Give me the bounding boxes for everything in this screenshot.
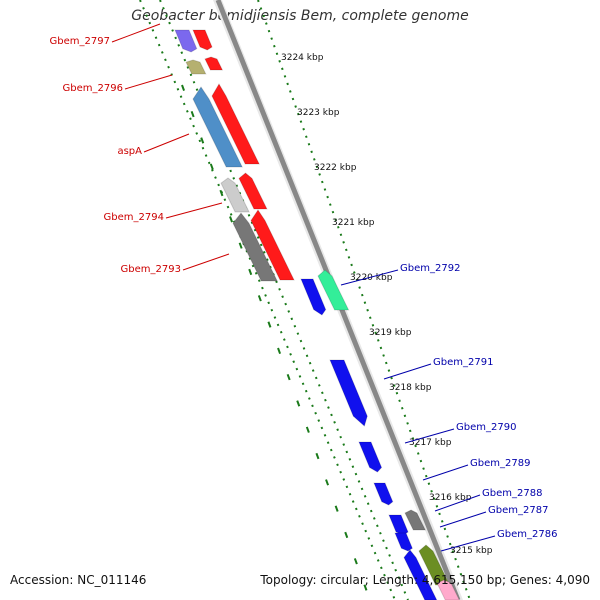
right-label-leader [439,511,487,528]
right-gene-label: Gbem_2792 [400,263,460,274]
ruler-tick-label: 3216 kbp [429,493,472,503]
right-gene-label: Gbem_2790 [456,422,516,433]
accession-text: Accession: NC_011146 [10,573,147,587]
gene-block-2792-cds [300,278,327,316]
gene-block-2788 [388,514,409,536]
right-gene-label: Gbem_2789 [470,458,530,469]
right-gene-label: Gbem_2786 [497,529,557,540]
gene-block-2793-cds [250,209,295,281]
right-label-leader [383,363,432,380]
left-label-leader [182,253,230,271]
left-gene-label: aspA [117,146,142,157]
gene-block-2794 [220,177,250,213]
ruler-tick-label: 3217 kbp [409,438,452,448]
left-label-leader [165,202,223,219]
gene-block-2790 [358,441,383,473]
gene-block-2793 [232,212,279,282]
gene-label-group: Gbem_2797 Gbem_2796 aspA Gbem_2794 Gbem_2793… [50,23,557,552]
ruler-tick-label: 3218 kbp [389,383,432,393]
gene-block-aspA [192,86,244,168]
gene-block-aspA-cds [211,83,261,165]
right-label-leader [422,464,469,481]
inner-left-ruler [139,0,396,600]
gene-block-2787 [394,532,413,552]
genome-summary-text: Topology: circular; Length: 4,615,150 bp… [260,573,590,587]
left-gene-label: Gbem_2794 [104,212,164,223]
right-label-leader [434,494,481,512]
right-gene-label: Gbem_2788 [482,488,542,499]
gene-block-2796 [185,59,207,75]
gene-block-edge [436,579,460,600]
gene-block-2792 [317,269,350,311]
right-label-leader [404,428,455,444]
ruler-tick-label: 3222 kbp [314,163,357,173]
left-gene-label: Gbem_2793 [121,264,181,275]
map-title: Geobacter bemidjiensis Bem, complete gen… [131,8,469,24]
feature-group [174,29,460,600]
gene-block-2786 [403,549,438,600]
ruler-tick-label: 3221 kbp [332,218,375,228]
ruler-tick-label: 3219 kbp [369,328,412,338]
ruler-tick-label: 3215 kbp [450,546,493,556]
left-gene-label: Gbem_2797 [50,36,110,47]
gene-block-2791 [329,359,368,427]
left-label-leader [124,74,173,90]
right-label-leader [440,535,496,552]
ruler-tick-label: 3223 kbp [297,108,340,118]
right-gene-label: Gbem_2791 [433,357,493,368]
gene-block-2796-cds [204,56,224,71]
gene-block-2788-gray [404,509,427,531]
gene-block-2797 [174,29,198,53]
right-label-leader [340,269,399,286]
tick-label-group: 3224 kbp 3223 kbp 3222 kbp 3221 kbp 3220 kbp… [281,53,493,556]
inner-left-ruler-2 [159,0,409,600]
gene-block-2797-cds [192,29,213,51]
right-gene-label: Gbem_2787 [488,505,548,516]
ruler-tick-label: 3224 kbp [281,53,324,63]
ruler-tick-label: 3220 kbp [350,273,393,283]
gene-block-2789 [373,482,394,506]
left-label-leader [111,23,161,43]
gene-block-2794-cds [238,172,268,210]
left-label-leader [143,133,190,153]
left-gene-label: Gbem_2796 [63,83,123,94]
